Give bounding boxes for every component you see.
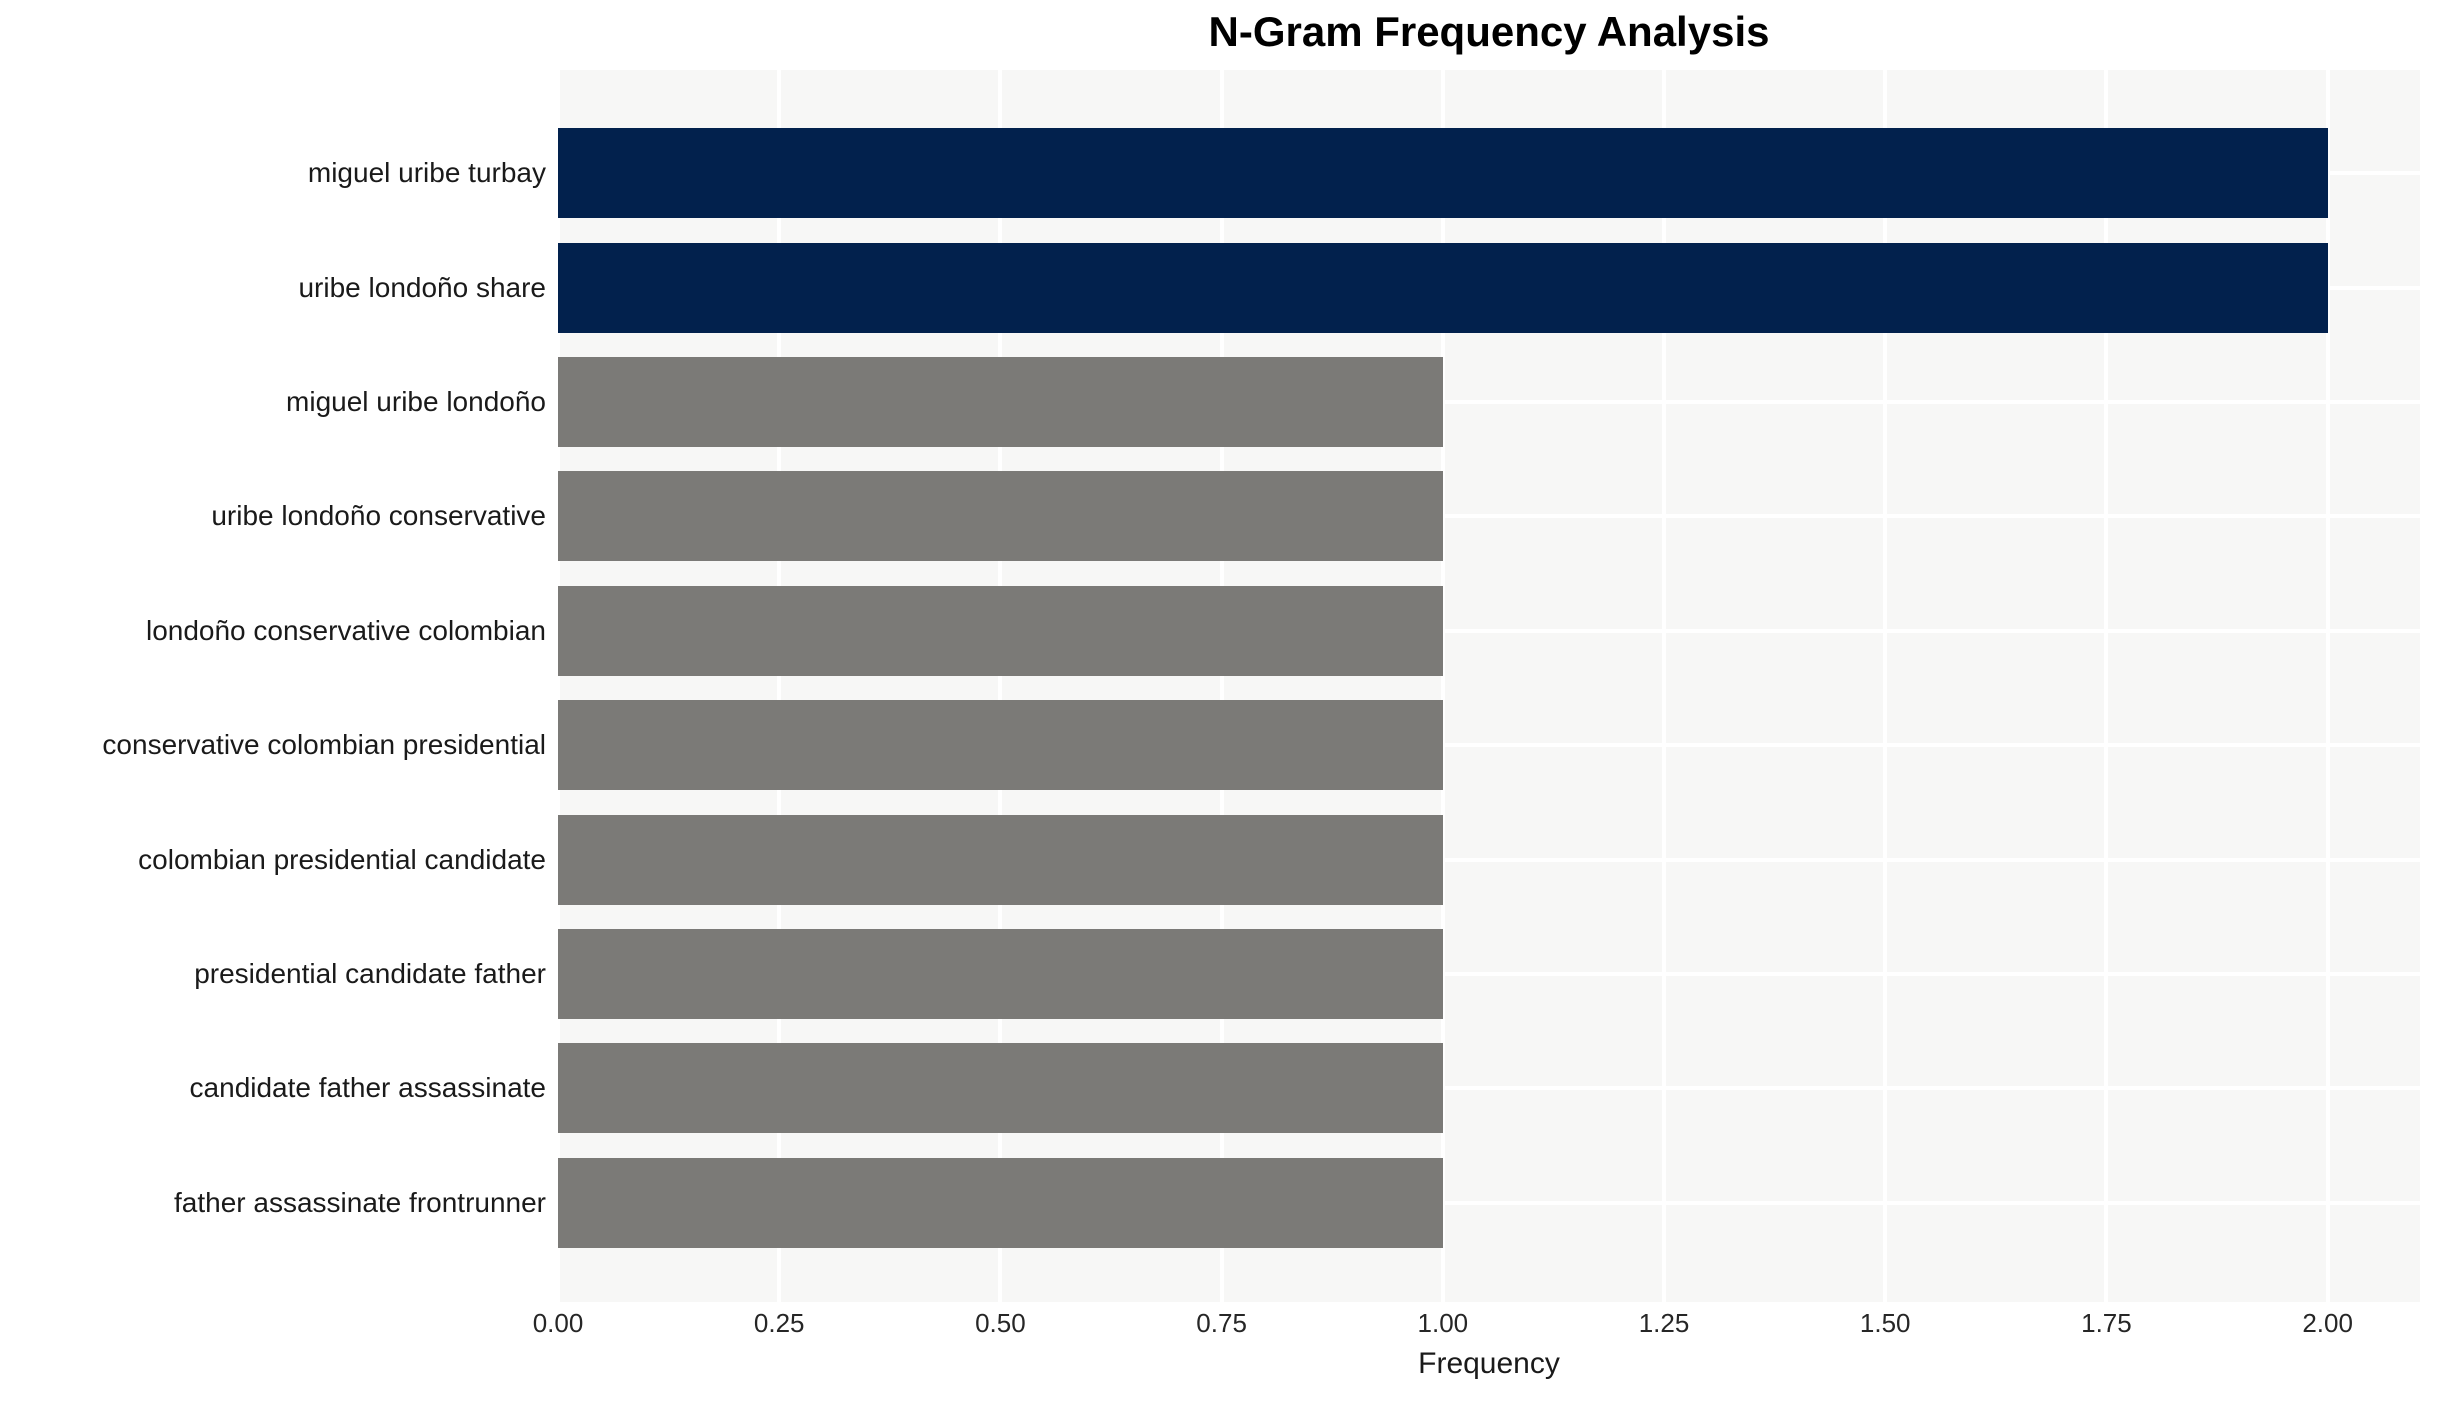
gridline-horizontal xyxy=(558,743,2420,748)
gridline-vertical xyxy=(2325,70,2330,1302)
bar xyxy=(558,471,1443,562)
gridline-horizontal xyxy=(558,514,2420,519)
bar xyxy=(558,929,1443,1019)
x-tick-label: 0.25 xyxy=(753,1308,805,1338)
x-axis-tick-labels: 0.00 0.25 0.50 0.75 1.00 1.25 1.50 1.75 2.00 xyxy=(533,1306,2420,1340)
plot-area xyxy=(556,70,2420,1302)
gridline-vertical xyxy=(777,70,782,1302)
gridline-horizontal xyxy=(558,400,2420,404)
bar xyxy=(558,814,1443,905)
x-tick-label: 1.00 xyxy=(1417,1308,1469,1338)
bar xyxy=(558,1043,1443,1134)
gridline-horizontal xyxy=(558,972,2420,976)
gridline-vertical xyxy=(1662,70,1667,1302)
x-axis-title: Frequency xyxy=(1418,1347,1560,1380)
x-tick-label: 1.50 xyxy=(1859,1308,1911,1338)
y-tick-label: colombian presidential candidate xyxy=(138,843,546,875)
gridline-vertical xyxy=(998,70,1003,1302)
bar xyxy=(558,128,2328,219)
x-tick-label: 1.25 xyxy=(1638,1308,1690,1338)
gridline-vertical xyxy=(1883,70,1888,1302)
x-tick-label: 0.75 xyxy=(1196,1308,1247,1338)
bar xyxy=(558,700,1443,791)
y-tick-label: uribe londoño share xyxy=(298,271,546,303)
bar xyxy=(558,1157,1443,1248)
y-axis-labels: miguel uribe turbay uribe londoño share mi… xyxy=(0,70,546,1302)
x-tick-label: 1.75 xyxy=(2081,1308,2132,1338)
gridline-vertical xyxy=(1440,70,1445,1302)
gridline-vertical xyxy=(2104,70,2109,1302)
y-tick-label: londoño conservative colombian xyxy=(145,614,546,646)
y-tick-label: presidential candidate father xyxy=(194,958,546,989)
x-tick-label: 2.00 xyxy=(2302,1308,2353,1338)
chart-title: N-Gram Frequency Analysis xyxy=(1208,8,1770,55)
y-tick-label: uribe londoño conservative xyxy=(211,500,546,532)
gridline-vertical xyxy=(556,70,560,1302)
y-tick-label: miguel uribe turbay xyxy=(307,157,546,189)
y-tick-label: miguel uribe londoño xyxy=(286,386,546,417)
gridline-horizontal xyxy=(558,1200,2420,1205)
gridline-horizontal xyxy=(558,628,2420,633)
gridline-horizontal xyxy=(558,1086,2420,1091)
y-tick-label: conservative colombian presidential xyxy=(102,729,546,761)
bar xyxy=(558,585,1443,676)
x-tick-label: 0.50 xyxy=(975,1308,1026,1338)
bar xyxy=(558,242,2328,333)
y-tick-label: candidate father assassinate xyxy=(189,1072,546,1104)
bar xyxy=(558,357,1443,447)
gridline-horizontal xyxy=(558,857,2420,862)
y-tick-label: father assassinate frontrunner xyxy=(174,1186,546,1218)
x-tick-label: 0.00 xyxy=(532,1308,584,1338)
gridline-vertical xyxy=(1219,70,1224,1302)
